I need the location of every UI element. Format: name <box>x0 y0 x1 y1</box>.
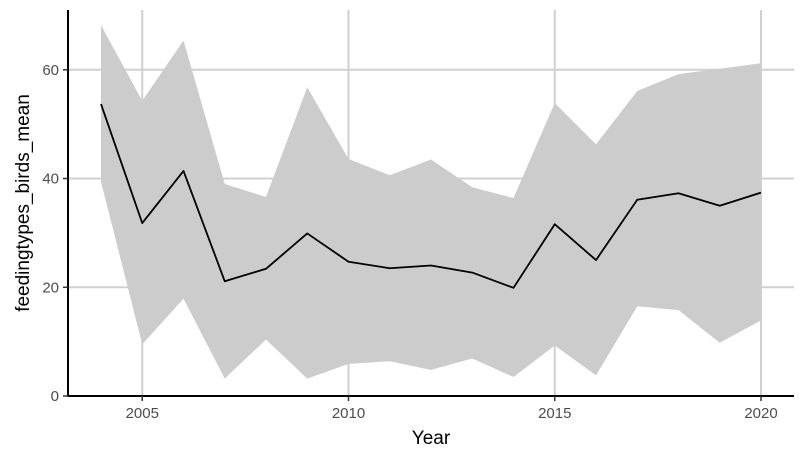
y-tick-label-20: 20 <box>42 279 59 296</box>
x-tick-label-2005: 2005 <box>126 405 159 422</box>
axes <box>63 10 794 401</box>
y-axis-title: feedingtypes_birds_mean <box>13 94 34 312</box>
x-tick-label-2015: 2015 <box>538 405 571 422</box>
x-axis-title: Year <box>412 428 451 449</box>
x-tick-label-2020: 2020 <box>744 405 777 422</box>
y-tick-label-40: 40 <box>42 171 59 188</box>
confidence-band-layer <box>101 25 761 379</box>
y-tick-label-0: 0 <box>51 388 59 405</box>
confidence-band <box>101 25 761 379</box>
mean-line-layer <box>100 103 762 289</box>
y-tick-label-60: 60 <box>42 62 59 79</box>
tick-labels: 2005 2010 2015 2020 0 20 40 60 <box>42 62 777 422</box>
x-tick-label-2010: 2010 <box>332 405 365 422</box>
